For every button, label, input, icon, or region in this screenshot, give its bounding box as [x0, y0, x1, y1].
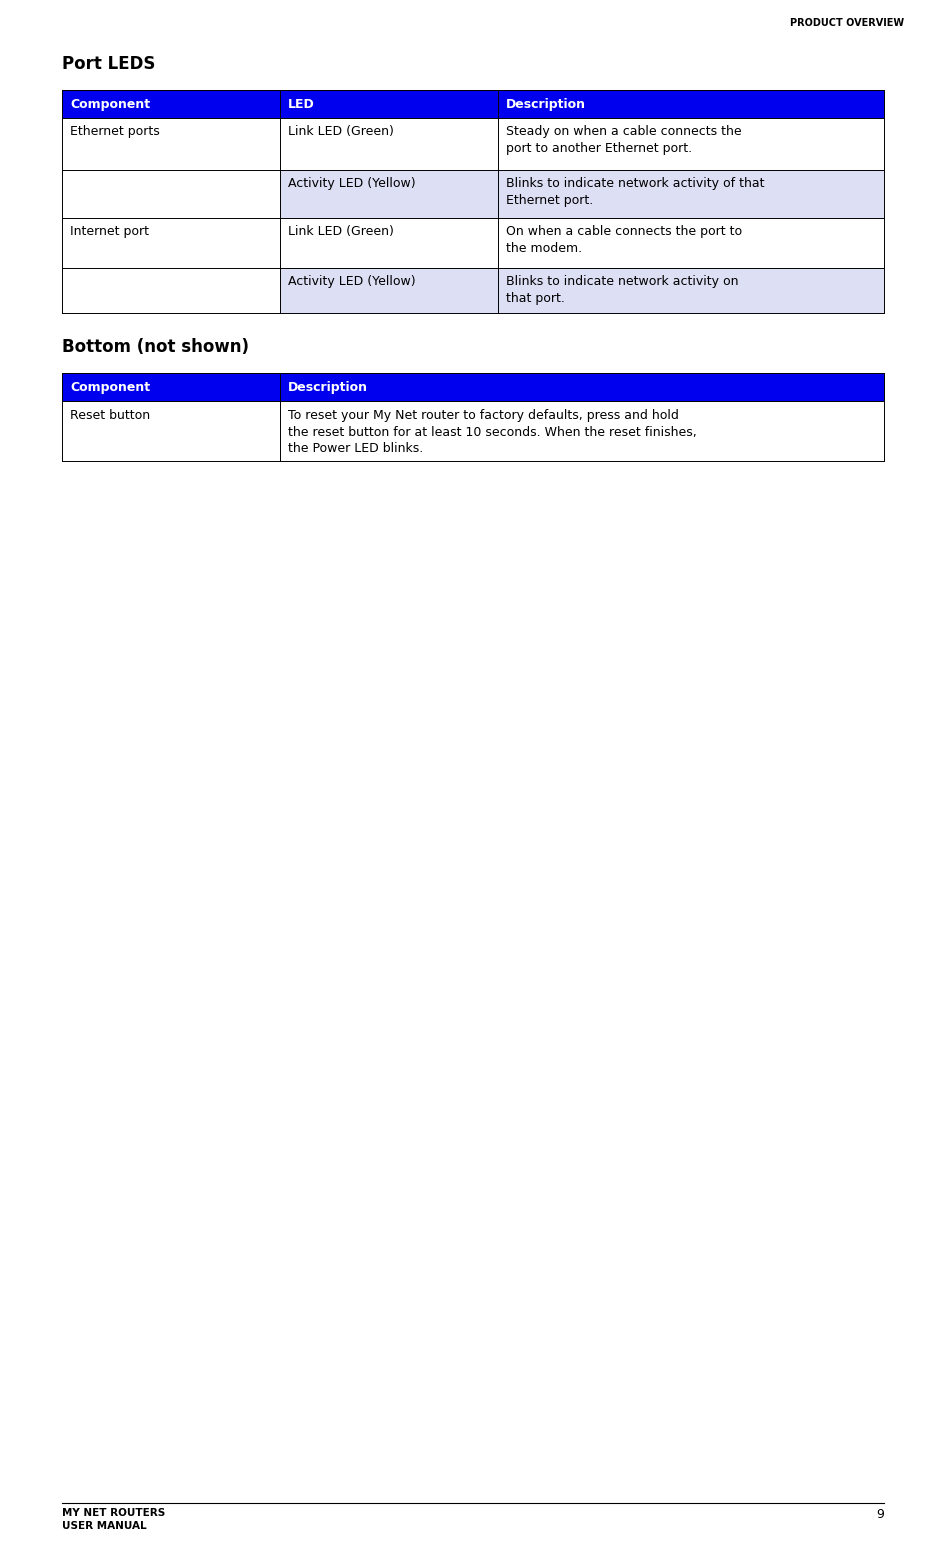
Text: Steady on when a cable connects the: Steady on when a cable connects the [506, 125, 741, 138]
Text: Port LEDS: Port LEDS [62, 56, 155, 73]
Text: that port.: that port. [506, 292, 564, 305]
Bar [62, 170, 280, 218]
Bar [62, 117, 280, 170]
Text: Activity LED (Yellow): Activity LED (Yellow) [288, 275, 415, 288]
Bar [62, 400, 884, 461]
Text: LED: LED [288, 97, 315, 110]
Text: Component: Component [70, 97, 150, 110]
Text: To reset your My Net router to factory defaults, press and hold: To reset your My Net router to factory d… [288, 410, 679, 422]
Text: Component: Component [70, 380, 150, 394]
Text: Blinks to indicate network activity of that: Blinks to indicate network activity of t… [506, 176, 764, 190]
Text: port to another Ethernet port.: port to another Ethernet port. [506, 142, 692, 155]
Bar [280, 267, 884, 312]
Text: MY NET ROUTERS
USER MANUAL: MY NET ROUTERS USER MANUAL [62, 1507, 165, 1531]
Text: Internet port: Internet port [70, 226, 149, 238]
Text: the reset button for at least 10 seconds. When the reset finishes,: the reset button for at least 10 seconds… [288, 425, 697, 439]
Text: Description: Description [506, 97, 586, 110]
Text: the Power LED blinks.: the Power LED blinks. [288, 442, 423, 455]
Bar [62, 90, 884, 117]
Bar [62, 267, 280, 312]
Text: 9: 9 [876, 1507, 884, 1521]
Text: Link LED (Green): Link LED (Green) [288, 125, 393, 138]
Text: Activity LED (Yellow): Activity LED (Yellow) [288, 176, 415, 190]
Bar [280, 218, 884, 267]
Bar [62, 373, 884, 400]
Text: Bottom (not shown): Bottom (not shown) [62, 339, 249, 356]
Bar [280, 170, 884, 218]
Text: Ethernet ports: Ethernet ports [70, 125, 160, 138]
Text: Description: Description [288, 380, 368, 394]
Text: Ethernet port.: Ethernet port. [506, 193, 593, 207]
Text: Link LED (Green): Link LED (Green) [288, 226, 393, 238]
Bar [62, 218, 280, 267]
Text: Blinks to indicate network activity on: Blinks to indicate network activity on [506, 275, 738, 288]
Text: On when a cable connects the port to: On when a cable connects the port to [506, 226, 742, 238]
Text: the modem.: the modem. [506, 241, 582, 255]
Bar [280, 117, 884, 170]
Text: Reset button: Reset button [70, 410, 150, 422]
Text: PRODUCT OVERVIEW: PRODUCT OVERVIEW [790, 19, 904, 28]
